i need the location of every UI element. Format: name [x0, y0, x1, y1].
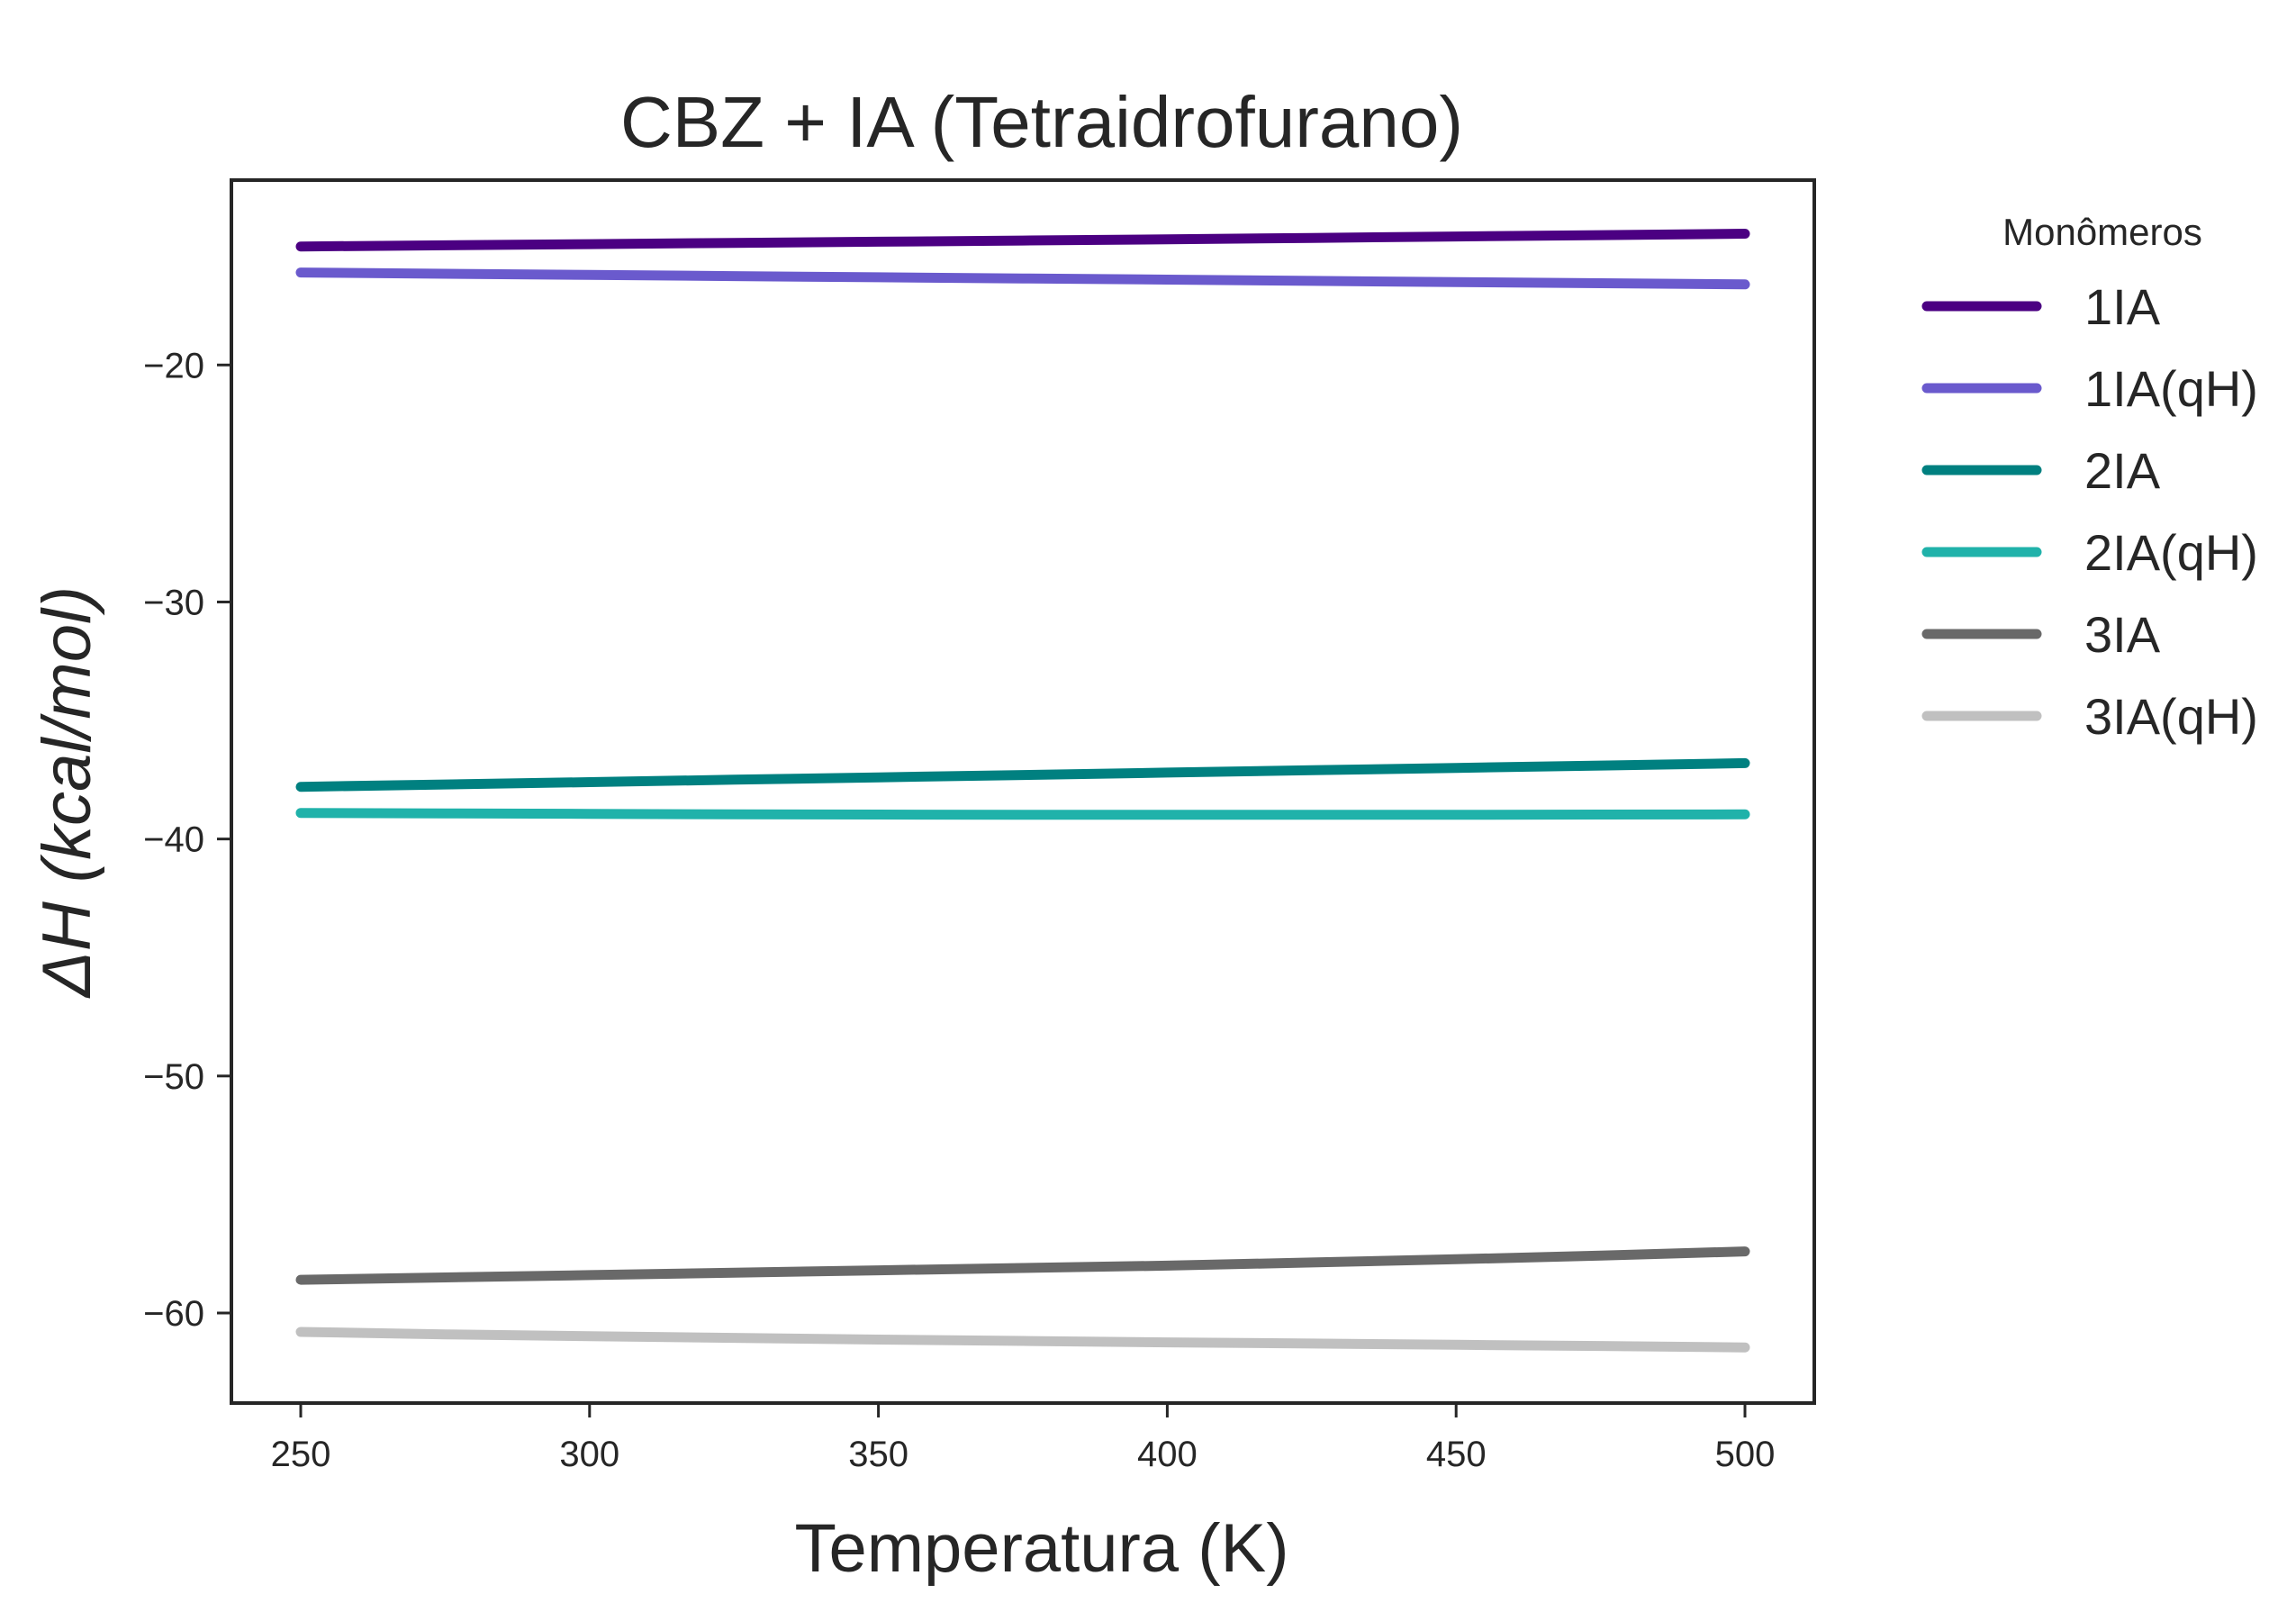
y-axis: −20 −30 −40 −50 −60 — [143, 346, 231, 1334]
series-line-3IA(qH) — [295, 1327, 1750, 1353]
x-tick-label: 450 — [1426, 1435, 1487, 1474]
series-line-1IA(qH) — [295, 267, 1750, 290]
x-tick-label: 300 — [559, 1435, 619, 1474]
legend-label: 3IA — [2084, 606, 2161, 663]
plot-frame — [230, 178, 1816, 1405]
x-tick-label: 500 — [1715, 1435, 1776, 1474]
legend-label: 2IA(qH) — [2084, 524, 2258, 581]
x-tick-label: 250 — [271, 1435, 331, 1474]
plot-area — [231, 180, 1814, 1403]
legend-item-3IA: 3IA — [1921, 606, 2161, 663]
x-tick-label: 400 — [1137, 1435, 1198, 1474]
y-axis-title: ΔH (kcal/mol) — [29, 586, 105, 999]
chart-title: CBZ + IA (Tetraidrofurano) — [620, 82, 1463, 162]
x-tick-label: 350 — [848, 1435, 908, 1474]
legend-label: 1IA(qH) — [2084, 360, 2258, 417]
legend-item-2IA(qH): 2IA(qH) — [1921, 524, 2258, 581]
legend-items: 1IA 1IA(qH) 2IA 2IA(qH) 3IA 3IA(qH) — [1921, 278, 2258, 745]
series-line-1IA — [295, 229, 1750, 252]
y-tick-label: −60 — [143, 1294, 204, 1334]
x-axis-title: Temperatura (K) — [794, 1510, 1288, 1587]
legend-item-2IA: 2IA — [1921, 442, 2161, 499]
series-line-3IA — [295, 1246, 1750, 1285]
y-tick-label: −30 — [143, 583, 204, 622]
series-line-2IA — [295, 757, 1750, 792]
series-layer — [295, 229, 1750, 1353]
legend-label: 1IA — [2084, 278, 2161, 335]
series-line-2IA(qH) — [295, 808, 1750, 820]
legend: Monômeros 1IA 1IA(qH) 2IA 2IA(qH) 3IA 3IA(qH) — [1921, 211, 2258, 745]
y-tick-label: −50 — [143, 1057, 204, 1097]
legend-item-1IA(qH): 1IA(qH) — [1921, 360, 2258, 417]
legend-label: 3IA(qH) — [2084, 688, 2258, 745]
legend-item-1IA: 1IA — [1921, 278, 2161, 335]
legend-item-3IA(qH): 3IA(qH) — [1921, 688, 2258, 745]
legend-title: Monômeros — [2002, 211, 2202, 253]
legend-label: 2IA — [2084, 442, 2161, 499]
x-axis: 250 300 350 400 450 500 — [271, 1403, 1776, 1474]
y-tick-label: −20 — [143, 346, 204, 385]
y-tick-label: −40 — [143, 820, 204, 860]
